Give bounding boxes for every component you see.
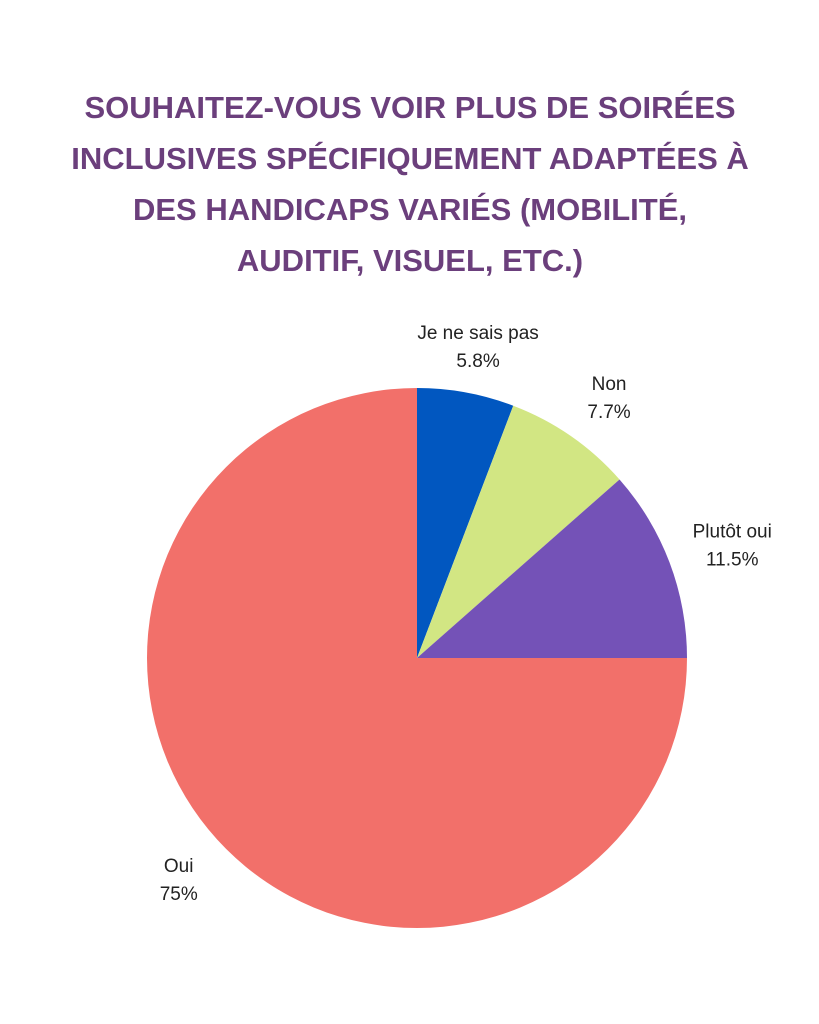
slice-value-label: 75% — [160, 884, 198, 905]
pie-slice — [147, 388, 687, 928]
pie-slice — [417, 479, 687, 658]
slice-label: Oui — [164, 856, 194, 877]
pie-slice — [417, 405, 620, 658]
slice-value-label: 11.5% — [706, 550, 759, 571]
slice-label: Je ne sais pas — [417, 323, 538, 344]
pie-slice — [417, 388, 514, 658]
slice-label: Plutôt oui — [693, 522, 772, 543]
chart-title: SOUHAITEZ-VOUS VOIR PLUS DE SOIRÉES INCL… — [71, 90, 749, 278]
slice-label: Non — [592, 374, 627, 395]
slice-value-label: 7.7% — [587, 402, 630, 423]
slice-value-label: 5.8% — [456, 351, 499, 372]
